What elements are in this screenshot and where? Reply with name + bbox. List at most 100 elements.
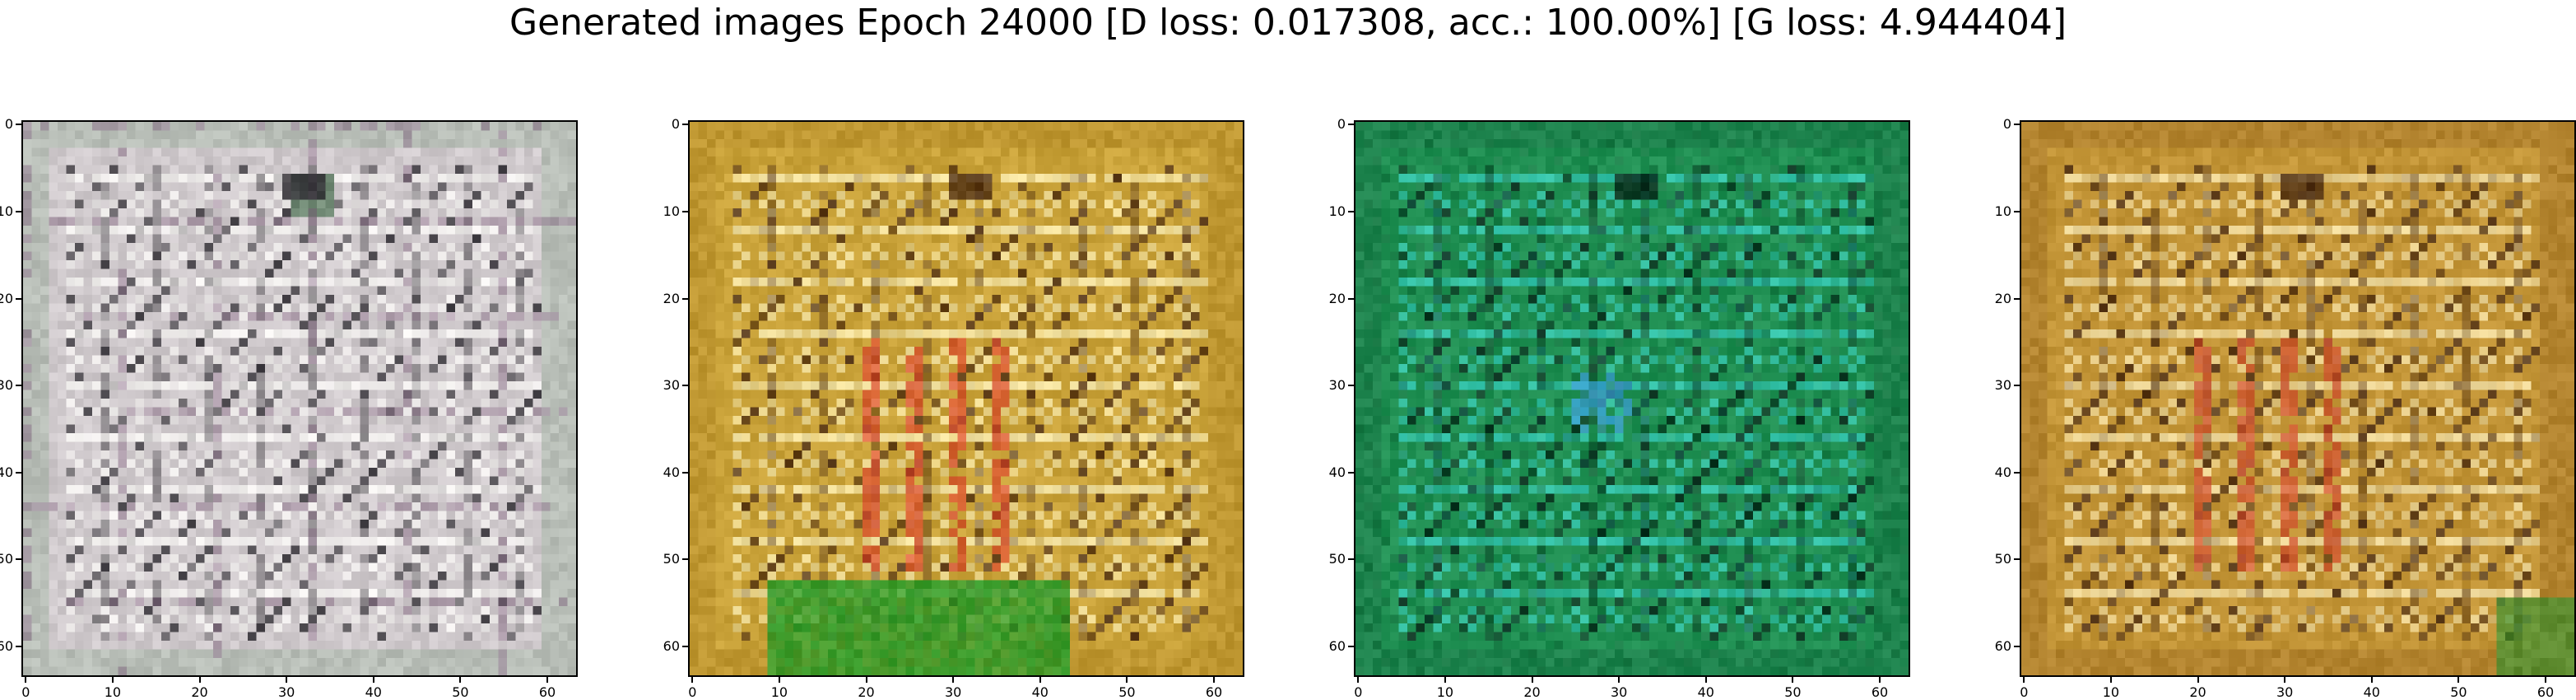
pixel-grid-2: [690, 122, 1243, 675]
y-tick-label: 0: [1988, 117, 2011, 132]
x-tick-mark: [2197, 677, 2199, 683]
y-tick-mark: [2014, 472, 2020, 474]
y-tick-mark: [2014, 646, 2020, 647]
y-tick-label: 20: [657, 292, 680, 306]
x-tick-label: 40: [1696, 685, 1716, 700]
y-tick-mark: [682, 646, 688, 647]
y-tick-mark: [682, 298, 688, 300]
x-tick-label: 50: [2448, 685, 2468, 700]
y-tick-label: 40: [0, 465, 13, 480]
y-tick-label: 30: [1988, 378, 2011, 393]
pixel-grid-4: [2021, 122, 2574, 675]
y-tick-label: 60: [1988, 639, 2011, 654]
x-tick-mark: [2457, 677, 2459, 683]
y-tick-mark: [1348, 646, 1354, 647]
y-tick-label: 10: [1323, 204, 1346, 219]
x-tick-mark: [1532, 677, 1533, 683]
x-tick-mark: [1705, 677, 1707, 683]
x-tick-label: 30: [2275, 685, 2295, 700]
x-tick-mark: [373, 677, 374, 683]
x-tick-mark: [112, 677, 114, 683]
y-tick-mark: [682, 124, 688, 125]
y-tick-label: 30: [657, 378, 680, 393]
x-tick-label: 30: [1609, 685, 1629, 700]
x-tick-mark: [25, 677, 26, 683]
y-tick-label: 10: [657, 204, 680, 219]
y-tick-label: 60: [0, 639, 13, 654]
y-tick-mark: [2014, 124, 2020, 125]
y-tick-mark: [16, 124, 21, 125]
x-tick-mark: [952, 677, 954, 683]
figure-suptitle: Generated images Epoch 24000 [D loss: 0.…: [0, 0, 2576, 46]
y-tick-label: 30: [0, 378, 13, 393]
y-tick-mark: [682, 211, 688, 212]
y-tick-label: 0: [657, 117, 680, 132]
y-tick-mark: [16, 211, 21, 212]
y-tick-label: 50: [1988, 552, 2011, 567]
y-tick-mark: [682, 385, 688, 386]
y-tick-mark: [682, 558, 688, 560]
y-tick-mark: [2014, 211, 2020, 212]
y-tick-label: 20: [0, 292, 13, 306]
y-tick-label: 40: [1988, 465, 2011, 480]
x-tick-mark: [546, 677, 548, 683]
x-tick-label: 0: [16, 685, 35, 700]
generated-image-3: [1354, 120, 1910, 677]
x-tick-label: 30: [943, 685, 963, 700]
x-tick-mark: [2371, 677, 2373, 683]
pixel-grid-3: [1355, 122, 1909, 675]
x-tick-mark: [2545, 677, 2546, 683]
y-tick-label: 10: [1988, 204, 2011, 219]
x-tick-label: 10: [770, 685, 789, 700]
x-tick-mark: [2284, 677, 2285, 683]
x-tick-label: 10: [2101, 685, 2121, 700]
y-tick-label: 40: [1323, 465, 1346, 480]
x-tick-mark: [1357, 677, 1359, 683]
generated-image-4: [2020, 120, 2576, 677]
x-tick-mark: [1213, 677, 1215, 683]
x-tick-mark: [2023, 677, 2025, 683]
y-tick-label: 30: [1323, 378, 1346, 393]
y-tick-mark: [16, 472, 21, 474]
y-tick-mark: [1348, 558, 1354, 560]
x-tick-mark: [459, 677, 461, 683]
x-tick-label: 0: [1348, 685, 1368, 700]
x-tick-label: 60: [1204, 685, 1224, 700]
x-tick-mark: [1618, 677, 1620, 683]
x-tick-mark: [691, 677, 693, 683]
x-tick-label: 40: [1030, 685, 1050, 700]
x-tick-label: 20: [1523, 685, 1542, 700]
x-tick-label: 0: [682, 685, 702, 700]
y-tick-mark: [682, 472, 688, 474]
x-tick-label: 20: [2188, 685, 2208, 700]
x-tick-label: 50: [450, 685, 470, 700]
x-tick-mark: [866, 677, 867, 683]
x-tick-mark: [286, 677, 287, 683]
x-tick-mark: [1039, 677, 1041, 683]
x-tick-label: 60: [537, 685, 557, 700]
x-tick-label: 50: [1117, 685, 1137, 700]
x-tick-label: 60: [1870, 685, 1890, 700]
y-tick-mark: [1348, 298, 1354, 300]
x-tick-mark: [1444, 677, 1446, 683]
y-tick-label: 60: [1323, 639, 1346, 654]
y-tick-label: 20: [1323, 292, 1346, 306]
y-tick-label: 50: [1323, 552, 1346, 567]
y-tick-mark: [16, 298, 21, 300]
x-tick-label: 40: [2362, 685, 2382, 700]
x-tick-label: 30: [277, 685, 296, 700]
y-tick-mark: [2014, 558, 2020, 560]
y-tick-mark: [16, 646, 21, 647]
x-tick-label: 20: [190, 685, 210, 700]
x-tick-mark: [199, 677, 201, 683]
x-tick-label: 10: [1435, 685, 1455, 700]
y-tick-mark: [2014, 298, 2020, 300]
y-tick-label: 10: [0, 204, 13, 219]
y-tick-label: 50: [0, 552, 13, 567]
y-tick-label: 40: [657, 465, 680, 480]
x-tick-mark: [1126, 677, 1128, 683]
x-tick-mark: [779, 677, 780, 683]
y-tick-label: 0: [1323, 117, 1346, 132]
y-tick-mark: [1348, 124, 1354, 125]
y-tick-mark: [1348, 472, 1354, 474]
